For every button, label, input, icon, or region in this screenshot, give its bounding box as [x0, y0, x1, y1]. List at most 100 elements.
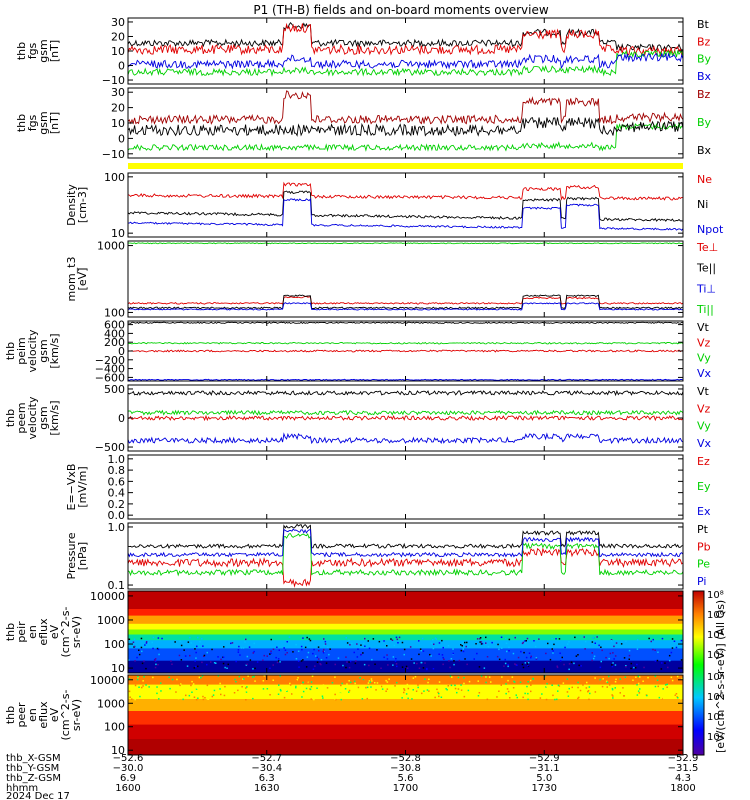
spectrogram-pixel	[585, 687, 588, 689]
panel-ylabel: peer	[15, 702, 28, 728]
spectrogram-pixel	[316, 656, 318, 659]
spectrogram-pixel	[283, 696, 286, 699]
spectrogram-pixel	[588, 698, 590, 701]
spectrogram-pixel	[416, 662, 418, 665]
spectrogram-pixel	[488, 676, 491, 678]
spectrogram-pixel	[517, 675, 519, 678]
spectrogram-pixel	[554, 698, 556, 701]
legend-entry: Ez	[697, 455, 710, 468]
spectrogram-pixel	[449, 675, 452, 677]
spectrogram-pixel	[362, 680, 364, 682]
spectrogram-pixel	[327, 646, 329, 649]
panel-ylabel: [nT]	[48, 40, 61, 62]
legend-entry: Pt	[697, 523, 709, 536]
legend-entry: Ey	[697, 480, 711, 493]
spectrogram-pixel	[566, 691, 569, 693]
spectrogram-pixel	[179, 684, 181, 687]
spectrogram-pixel	[599, 666, 602, 669]
time-axis-value: −52.7	[251, 753, 282, 764]
spectrogram-pixel	[351, 681, 354, 684]
spectrogram-pixel	[135, 677, 138, 679]
spectrogram-pixel	[317, 646, 320, 648]
spectrogram-pixel	[488, 679, 490, 682]
spectrogram-pixel	[365, 686, 367, 689]
spectrogram-pixel	[422, 667, 425, 669]
colorbar-tick: 10⁶	[707, 692, 724, 703]
spectrogram-pixel	[217, 675, 220, 677]
spectrogram-pixel	[485, 681, 487, 684]
spectrogram-pixel	[657, 690, 660, 693]
spectrogram-pixel	[671, 679, 674, 682]
spectrogram-pixel	[383, 656, 385, 659]
spectrogram-pixel	[506, 676, 509, 679]
spectrogram-pixel	[567, 690, 570, 692]
spectrogram-pixel	[253, 650, 255, 653]
spectrogram-pixel	[496, 696, 498, 698]
spectrogram-pixel	[549, 658, 552, 661]
spectrogram-pixel	[432, 647, 435, 650]
y-tick-label: 10	[111, 662, 125, 675]
panel-ylabel: eV	[48, 707, 61, 722]
spectrogram-pixel	[450, 684, 453, 687]
time-axis-value: −52.9	[529, 753, 560, 764]
spectrogram-pixel	[252, 697, 254, 700]
spectrogram-pixel	[357, 686, 360, 689]
spectrogram-pixel	[421, 692, 423, 695]
spectrogram-pixel	[458, 659, 461, 662]
legend-entry: Pi	[697, 575, 706, 588]
spectrogram-pixel	[360, 644, 362, 646]
spectrogram-pixel	[442, 646, 444, 649]
panel-ylabel: fgs	[26, 114, 39, 131]
spectrogram-pixel	[506, 650, 508, 653]
spectrogram-pixel	[447, 645, 450, 647]
spectrogram-pixel	[420, 661, 423, 664]
spectrogram-pixel	[380, 691, 382, 693]
y-tick-label: 200	[104, 336, 125, 349]
spectrogram-pixel	[625, 640, 627, 643]
spectrogram-pixel	[580, 665, 582, 667]
spectrogram-pixel	[157, 637, 160, 639]
spectrogram-pixel	[154, 660, 157, 662]
spectrogram-pixel	[611, 687, 614, 690]
spectrogram-pixel	[158, 653, 160, 656]
spectrogram-pixel	[242, 647, 245, 649]
spectrogram-pixel	[479, 638, 481, 640]
spectrogram-pixel	[636, 694, 639, 696]
spectrogram-pixel	[376, 682, 379, 684]
spectrogram-pixel	[600, 660, 602, 663]
spectrogram-pixel	[292, 651, 294, 653]
spectrogram-pixel	[179, 686, 181, 688]
spectrogram-pixel	[633, 666, 635, 669]
spectrogram-pixel	[451, 676, 453, 678]
spectrogram-pixel	[388, 678, 390, 680]
spectrogram-pixel	[568, 687, 570, 690]
spectrogram-pixel	[353, 651, 355, 654]
legend-entry: Vy	[697, 420, 711, 433]
spectrogram-pixel	[564, 646, 566, 649]
spectrogram-pixel	[508, 650, 510, 652]
spectrogram-pixel	[598, 644, 600, 647]
spectrogram-pixel	[532, 678, 535, 680]
spectrogram-pixel	[246, 655, 249, 658]
spectrogram-band	[128, 684, 683, 700]
colorbar-tick: 10²	[707, 732, 724, 743]
spectrogram-pixel	[448, 660, 450, 662]
spectrogram-pixel	[322, 651, 325, 654]
y-tick-label: 1.0	[108, 521, 126, 534]
spectrogram-pixel	[430, 642, 433, 644]
spectrogram-pixel	[498, 648, 500, 651]
spectrogram-pixel	[168, 676, 170, 679]
spectrogram-pixel	[285, 689, 288, 691]
spectrogram-pixel	[306, 656, 309, 658]
spectrogram-pixel	[397, 642, 399, 644]
spectrogram-pixel	[183, 649, 185, 651]
spectrogram-pixel	[142, 685, 144, 687]
spectrogram-pixel	[134, 684, 137, 687]
panel-ylabel: [nPa]	[76, 542, 89, 570]
spectrogram-pixel	[320, 663, 322, 666]
y-tick-label: −10	[102, 148, 125, 161]
panel-ylabel: gsm	[37, 111, 50, 134]
series-line-Bx	[127, 52, 684, 70]
spectrogram-pixel	[223, 694, 226, 697]
